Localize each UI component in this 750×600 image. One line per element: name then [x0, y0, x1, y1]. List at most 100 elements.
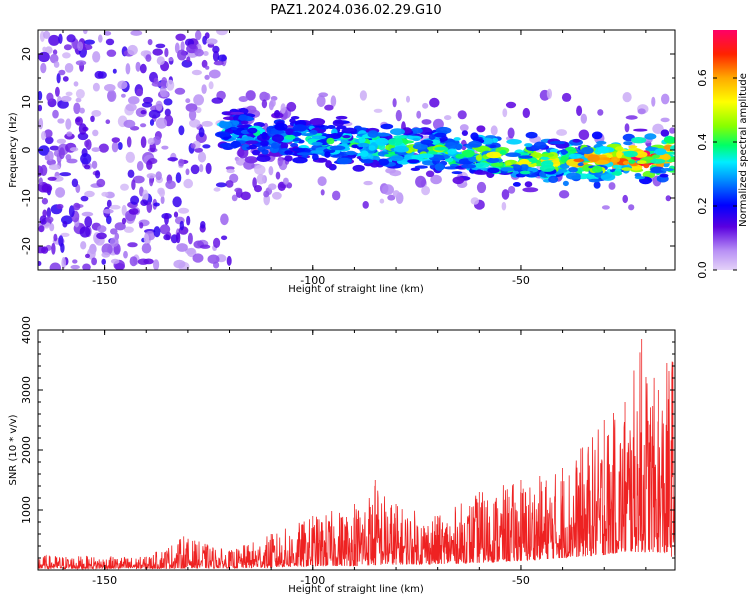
heatmap-cell — [75, 89, 85, 99]
heatmap-cell — [57, 100, 69, 109]
heatmap-cell — [81, 44, 93, 51]
heatmap-cell — [420, 139, 434, 145]
x-tick-label: -100 — [300, 274, 325, 287]
y-tick-label: 3000 — [20, 376, 33, 404]
heatmap-cell — [109, 204, 121, 210]
heatmap-cell — [520, 163, 529, 171]
heatmap-cell — [140, 110, 147, 115]
heatmap-cell — [52, 109, 59, 119]
heatmap-cell — [476, 125, 486, 133]
heatmap-cell — [156, 56, 165, 66]
heatmap-cell — [461, 164, 477, 169]
heatmap-cell — [161, 91, 169, 98]
heatmap-cell — [434, 132, 447, 138]
snr-series-line — [38, 330, 675, 570]
heatmap-cell — [486, 151, 502, 159]
heatmap-cell — [270, 98, 276, 108]
heatmap-cell — [65, 118, 72, 130]
heatmap-cell — [92, 51, 101, 63]
heatmap-cell — [128, 208, 139, 215]
heatmap-cell — [661, 93, 670, 105]
heatmap-cell — [410, 127, 423, 134]
heatmap-cell — [392, 190, 400, 198]
heatmap-cell — [393, 135, 408, 139]
heatmap-cell — [62, 76, 69, 82]
heatmap-cell — [336, 157, 352, 165]
x-tick-label: -100 — [300, 574, 325, 587]
heatmap-cell — [518, 155, 533, 159]
y-tick-label: 1000 — [20, 496, 33, 524]
heatmap-cell — [142, 189, 149, 202]
heatmap-cell — [77, 132, 89, 141]
heatmap-cell — [324, 104, 334, 111]
heatmap-cell — [59, 172, 72, 177]
heatmap-cell — [245, 140, 259, 145]
heatmap-cell — [637, 160, 647, 165]
heatmap-cell — [147, 137, 155, 145]
heatmap-cell — [230, 111, 245, 115]
heatmap-cell — [41, 131, 46, 141]
heatmap-cell — [45, 136, 54, 145]
heatmap-cell — [58, 33, 63, 44]
heatmap-cell — [375, 137, 389, 146]
heatmap-cell — [622, 160, 630, 165]
x-tick-label: -150 — [92, 274, 117, 287]
heatmap-cell — [80, 195, 89, 202]
heatmap-cell — [201, 120, 213, 127]
heatmap-cell — [84, 190, 95, 198]
heatmap-cell — [581, 146, 594, 155]
heatmap-cell — [141, 242, 152, 254]
heatmap-cell — [111, 141, 119, 153]
heatmap-cell — [505, 101, 517, 109]
heatmap-cell — [416, 110, 422, 119]
heatmap-cell — [444, 142, 458, 150]
heatmap-cell — [38, 51, 50, 63]
heatmap-cell — [90, 115, 95, 123]
heatmap-cell — [516, 161, 532, 165]
heatmap-cell — [650, 158, 666, 164]
heatmap-cell — [159, 189, 165, 198]
heatmap-cell — [215, 131, 231, 138]
heatmap-cell — [611, 171, 623, 176]
heatmap-cell — [159, 224, 171, 235]
heatmap-cell — [136, 161, 144, 171]
heatmap-cell — [489, 144, 497, 149]
heatmap-cell — [80, 241, 87, 250]
heatmap-cell — [58, 147, 65, 160]
heatmap-cell — [48, 164, 61, 171]
heatmap-cell — [127, 169, 135, 178]
heatmap-cell — [540, 153, 555, 158]
heatmap-cell — [418, 153, 434, 159]
heatmap-cell — [568, 153, 583, 159]
heatmap-cell — [146, 201, 153, 213]
heatmap-cell — [106, 49, 117, 57]
heatmap-cell — [48, 34, 60, 46]
heatmap-cell — [153, 202, 160, 207]
heatmap-cell — [101, 252, 111, 258]
heatmap-cell — [502, 108, 508, 118]
heatmap-cell — [367, 130, 379, 138]
heatmap-cell — [292, 157, 308, 164]
heatmap-cell — [368, 145, 376, 151]
heatmap-cell — [629, 159, 636, 164]
heatmap-cell — [256, 155, 271, 162]
heatmap-cell — [643, 163, 650, 169]
heatmap-cell — [451, 171, 463, 175]
heatmap-cell — [506, 139, 522, 145]
heatmap-cell — [572, 138, 581, 143]
heatmap-cell — [38, 117, 44, 130]
heatmap-cell — [213, 187, 221, 192]
heatmap-cell — [62, 52, 71, 59]
heatmap-cell — [286, 101, 297, 112]
heatmap-cell — [114, 263, 125, 270]
heatmap-cell — [577, 162, 584, 167]
heatmap-cell — [49, 145, 60, 151]
heatmap-cell — [177, 49, 187, 61]
heatmap-cell — [593, 181, 601, 189]
heatmap-cell — [40, 164, 48, 176]
heatmap-cell — [660, 129, 670, 137]
heatmap-cell — [663, 136, 675, 144]
heatmap-cell — [452, 176, 465, 185]
heatmap-cell — [430, 174, 442, 185]
heatmap-cell — [461, 130, 468, 137]
